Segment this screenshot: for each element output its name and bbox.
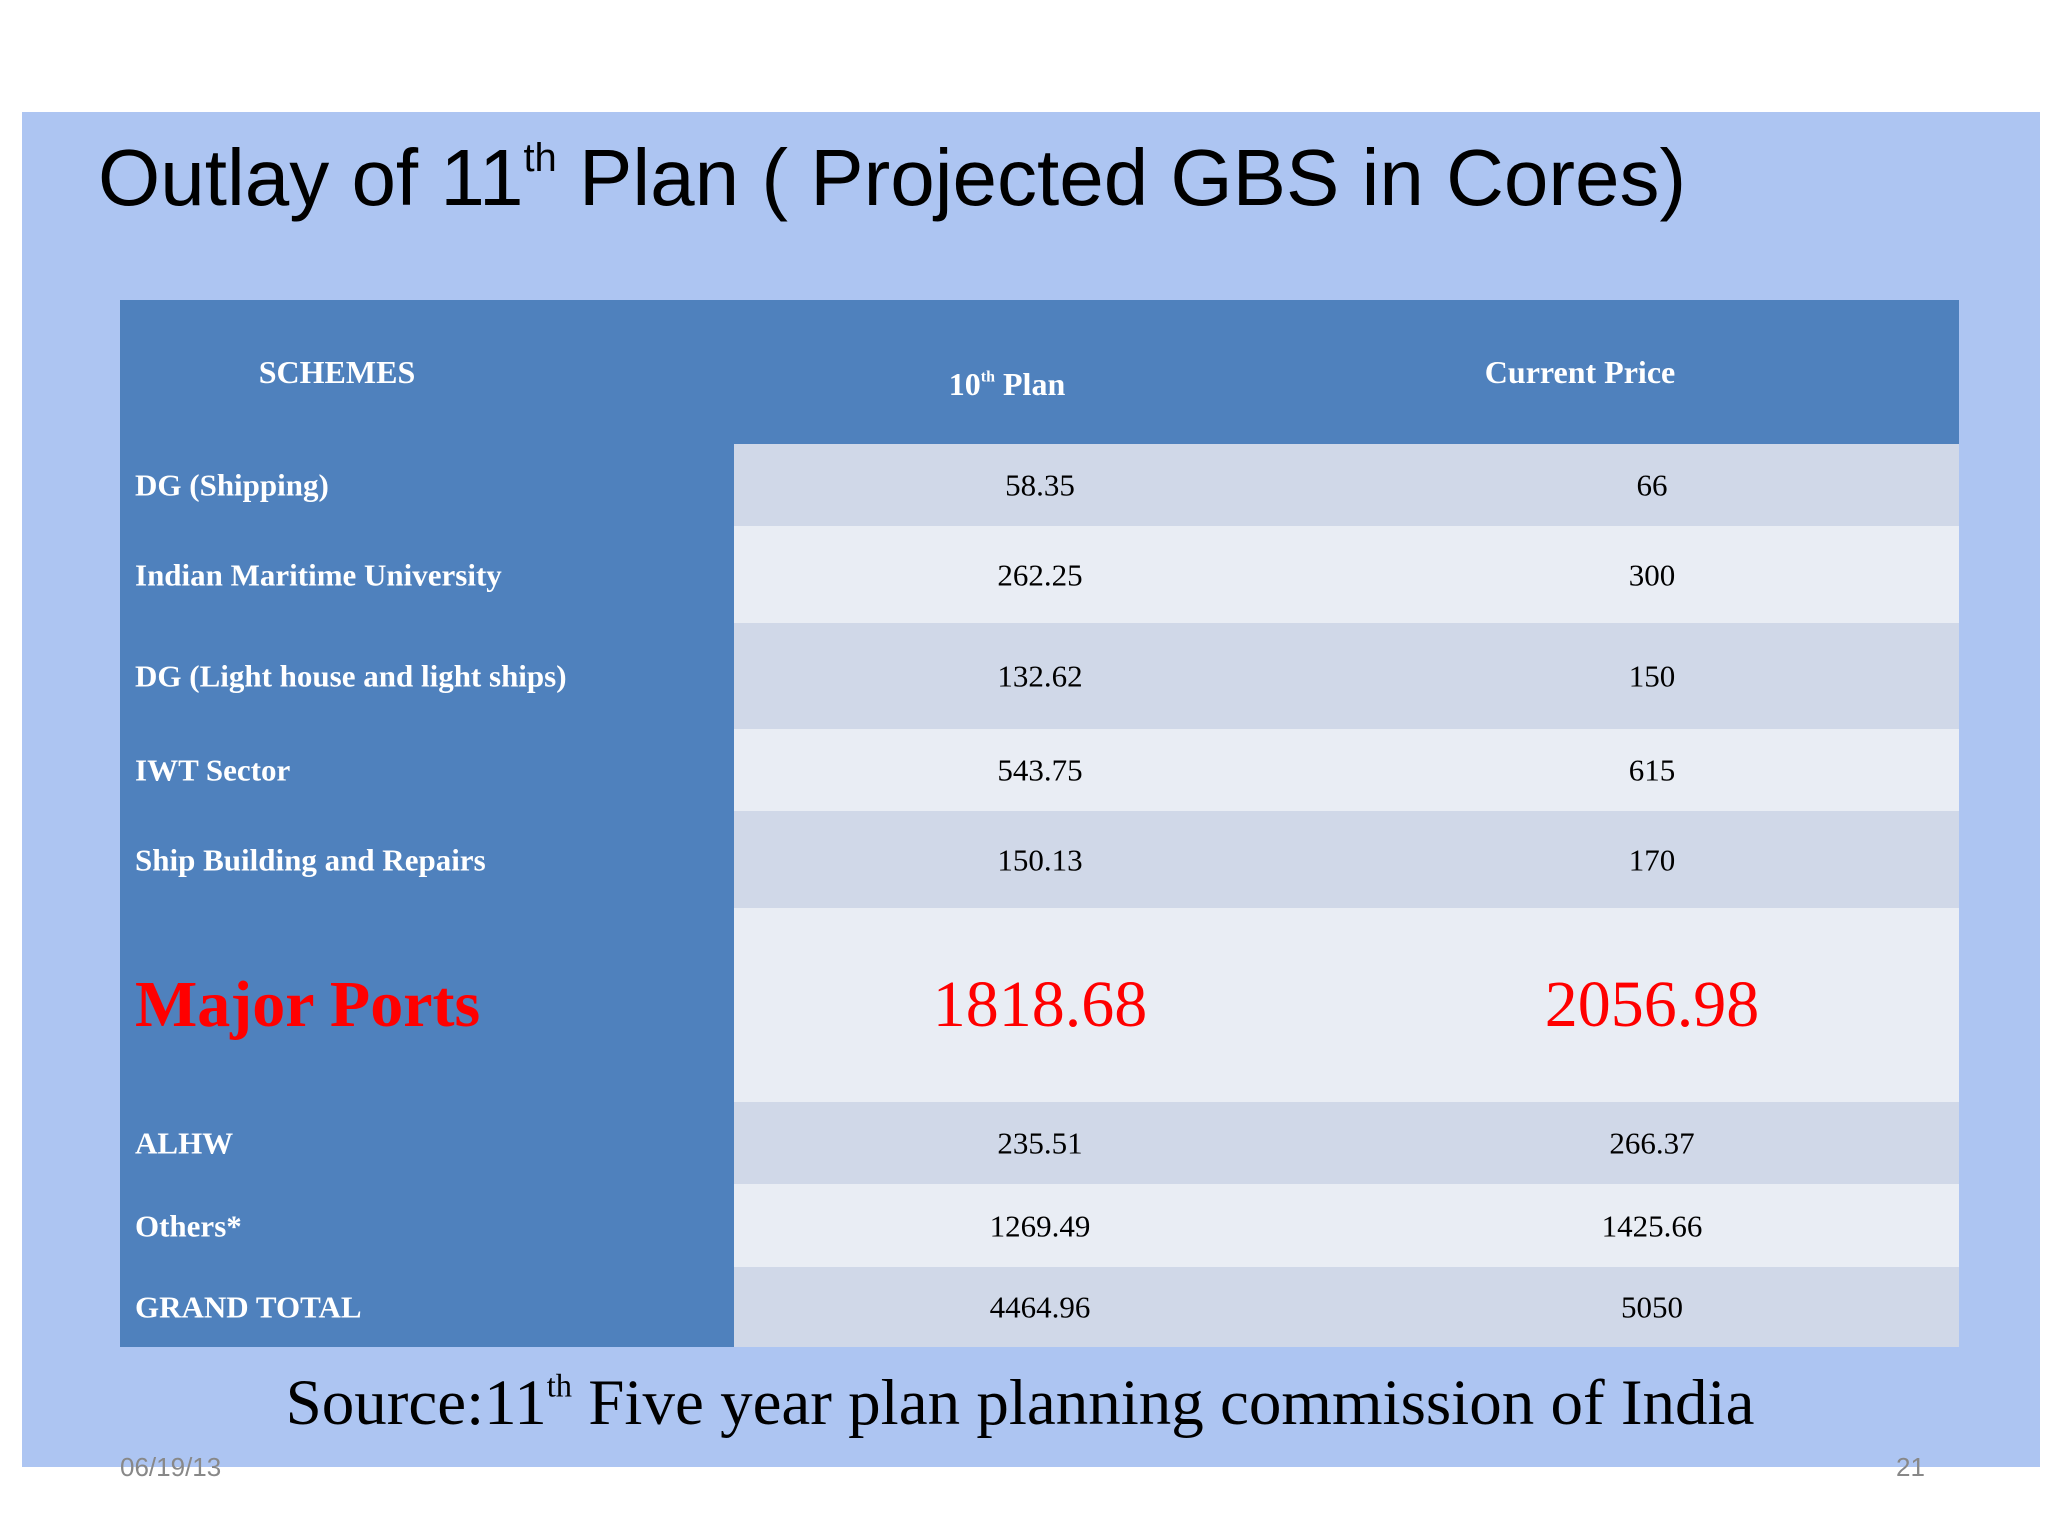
price-value: 2056.98	[1544, 968, 1760, 1041]
name-cell	[120, 526, 734, 623]
title-text: Plan ( Projected GBS in Cores)	[556, 133, 1687, 222]
price-value: 615	[1628, 752, 1676, 788]
value-row	[734, 1184, 1959, 1267]
scheme-name: Ship Building and Repairs	[135, 842, 486, 877]
plan-value: 262.25	[997, 557, 1083, 592]
title-superscript: th	[523, 136, 557, 180]
scheme-name: GRAND TOTAL	[135, 1289, 362, 1325]
title-text: Outlay of 11	[98, 133, 524, 222]
name-cell	[120, 1267, 734, 1347]
header-cell: 10th Plan	[949, 366, 1065, 403]
value-row	[734, 729, 1959, 811]
scheme-name: Others*	[135, 1208, 242, 1243]
source-superscript: th	[546, 1368, 573, 1405]
header-text: Plan	[995, 366, 1066, 402]
scheme-name: DG (Shipping)	[135, 467, 329, 503]
price-value: 300	[1628, 557, 1676, 592]
plan-value: 1269.49	[989, 1208, 1091, 1243]
price-value: 150	[1628, 658, 1676, 694]
source-text: Five year plan planning commission of In…	[572, 1367, 1755, 1439]
name-cell	[120, 729, 734, 811]
plan-value: 132.62	[997, 658, 1083, 694]
header-superscript: th	[980, 368, 995, 386]
price-value: 266.37	[1609, 1125, 1695, 1161]
scheme-name: DG (Light house and light ships)	[135, 658, 567, 694]
name-cell	[120, 444, 734, 526]
plan-value: 58.35	[1005, 467, 1075, 503]
scheme-name: IWT Sector	[135, 752, 291, 788]
scheme-name: ALHW	[135, 1125, 234, 1161]
value-row	[734, 908, 1959, 1102]
value-row	[734, 1267, 1959, 1347]
page-number: 21	[1896, 1452, 1925, 1482]
price-value: 66	[1636, 467, 1668, 503]
name-cell	[120, 623, 734, 729]
value-row	[734, 444, 1959, 526]
plan-value: 1818.68	[932, 968, 1148, 1041]
name-cell	[120, 811, 734, 908]
value-row	[734, 623, 1959, 729]
header-cell: Current Price	[1484, 354, 1676, 390]
plan-value: 235.51	[997, 1125, 1083, 1161]
name-cell	[120, 1102, 734, 1184]
title: Outlay of 11th Plan ( Projected GBS in C…	[98, 128, 1686, 228]
scheme-name: Major Ports	[135, 968, 481, 1041]
name-cell	[120, 1184, 734, 1267]
plan-value: 543.75	[997, 752, 1083, 788]
value-row	[734, 526, 1959, 623]
price-value: 170	[1628, 842, 1676, 877]
name-cell	[120, 908, 734, 1102]
footer-date: 06/19/13	[120, 1452, 222, 1482]
header-cell: SCHEMES	[258, 354, 416, 390]
value-row	[734, 1102, 1959, 1184]
price-value: 1425.66	[1601, 1208, 1703, 1243]
header-text: 10	[948, 366, 981, 402]
price-value: 5050	[1621, 1289, 1683, 1325]
plan-value: 150.13	[997, 842, 1083, 877]
table-header	[120, 300, 1959, 444]
source-text: Source:11	[285, 1367, 547, 1439]
plan-value: 4464.96	[989, 1289, 1091, 1325]
source-note: Source:11th Five year plan planning comm…	[286, 1366, 1755, 1441]
scheme-name: Indian Maritime University	[135, 557, 502, 592]
value-row	[734, 811, 1959, 908]
